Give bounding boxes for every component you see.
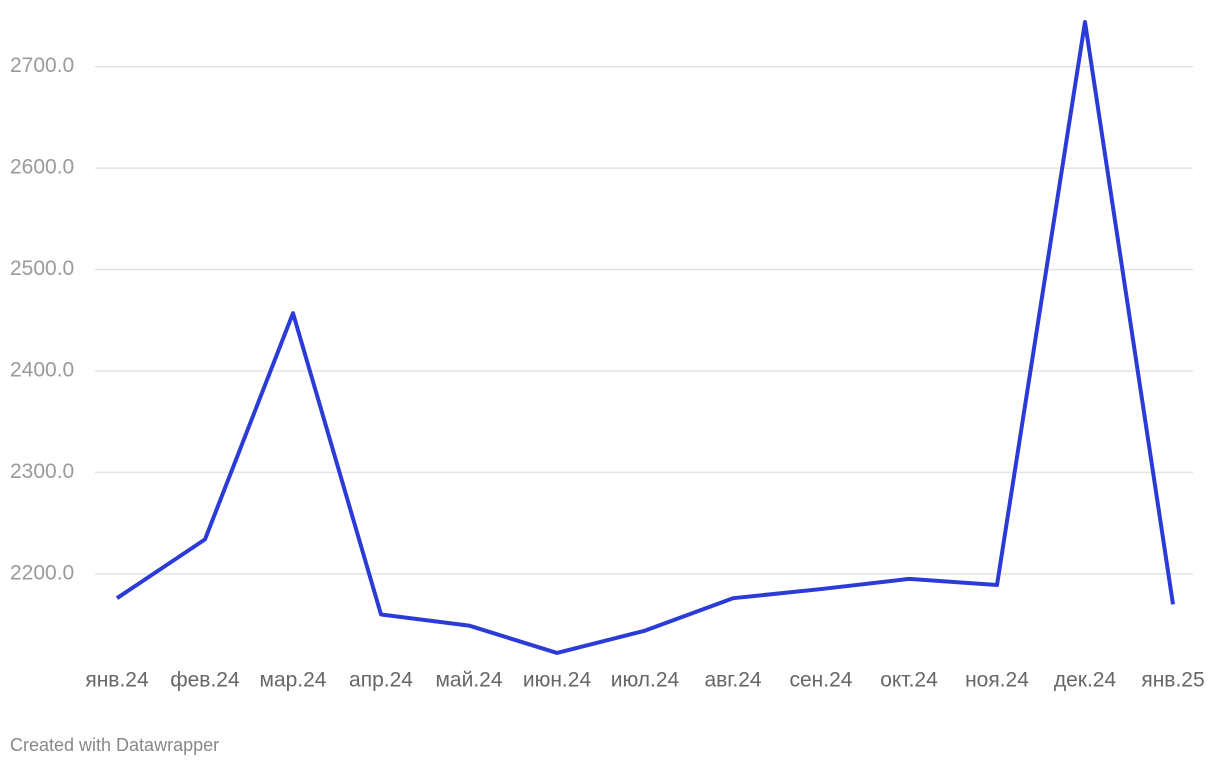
x-tick-label: дек.24 xyxy=(1054,669,1117,692)
y-tick-label: 2500.0 xyxy=(10,257,74,280)
y-tick-label: 2600.0 xyxy=(10,156,74,179)
x-tick-label: янв.25 xyxy=(1141,669,1204,692)
x-tick-label: май.24 xyxy=(435,669,502,692)
x-tick-label: окт.24 xyxy=(880,669,938,692)
x-tick-label: янв.24 xyxy=(85,669,149,692)
footer: Created with Datawrapper xyxy=(10,735,219,755)
y-tick-label: 2200.0 xyxy=(10,561,74,584)
x-tick-label: сен.24 xyxy=(790,669,853,692)
y-tick-label: 2700.0 xyxy=(10,54,74,77)
y-tick-label: 2400.0 xyxy=(10,359,74,382)
x-tick-label: апр.24 xyxy=(349,669,413,692)
x-tick-label: фев.24 xyxy=(170,669,240,692)
x-tick-label: ноя.24 xyxy=(965,669,1029,692)
line xyxy=(115,20,1175,655)
x-tick-label: авг.24 xyxy=(704,669,761,692)
y-tick-label: 2300.0 xyxy=(10,460,74,483)
x-tick-label: мар.24 xyxy=(260,669,327,692)
x-tick-label: июн.24 xyxy=(523,669,592,692)
x-tick-label: июл.24 xyxy=(611,669,680,692)
